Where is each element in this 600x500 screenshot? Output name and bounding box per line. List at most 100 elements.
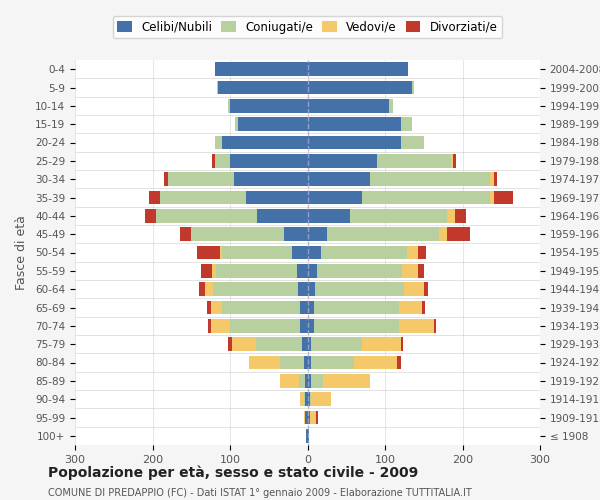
Bar (453, 154, 455, 168)
Bar (200, 264, 212, 278)
Bar (490, 172, 493, 186)
Bar (401, 136, 424, 149)
Bar (399, 300, 422, 314)
Bar (418, 264, 424, 278)
Bar (308, 62, 408, 76)
Bar (305, 374, 308, 388)
Bar (424, 282, 428, 296)
Bar (310, 392, 311, 406)
Bar (298, 264, 308, 278)
Bar (447, 228, 470, 241)
Bar (179, 228, 191, 241)
Bar (389, 99, 393, 112)
Bar (234, 172, 308, 186)
Bar (230, 99, 308, 112)
Bar (308, 136, 401, 149)
Legend: Celibi/Nubili, Coniugati/e, Vedovi/e, Divorziati/e: Celibi/Nubili, Coniugati/e, Vedovi/e, Di… (113, 16, 502, 38)
Bar (218, 80, 308, 94)
Bar (418, 246, 426, 260)
Bar (306, 429, 308, 442)
Bar (308, 246, 322, 260)
Bar (434, 319, 436, 332)
Bar (308, 80, 412, 94)
Bar (302, 338, 308, 351)
Bar (250, 356, 280, 370)
Bar (493, 190, 513, 204)
Bar (311, 356, 354, 370)
Bar (300, 300, 308, 314)
Bar (310, 410, 316, 424)
Bar (220, 246, 222, 260)
Bar (222, 136, 308, 149)
Bar (322, 246, 407, 260)
Bar (308, 209, 350, 222)
Bar (316, 410, 319, 424)
Bar (298, 282, 308, 296)
Bar (315, 282, 404, 296)
Bar (212, 264, 216, 278)
Y-axis label: Fasce di età: Fasce di età (15, 215, 28, 290)
Bar (490, 190, 493, 204)
Bar (149, 190, 160, 204)
Bar (362, 338, 401, 351)
Bar (232, 338, 256, 351)
Bar (308, 338, 311, 351)
Bar (284, 228, 308, 241)
Bar (311, 392, 331, 406)
Bar (230, 319, 300, 332)
Bar (308, 154, 377, 168)
Bar (314, 300, 399, 314)
Bar (308, 118, 401, 131)
Bar (207, 300, 211, 314)
Bar (327, 228, 439, 241)
Bar (308, 282, 315, 296)
Bar (222, 300, 300, 314)
Bar (215, 62, 308, 76)
Bar (308, 410, 310, 424)
Bar (311, 374, 323, 388)
Bar (317, 264, 402, 278)
Bar (412, 80, 415, 94)
Bar (407, 246, 418, 260)
Bar (257, 209, 308, 222)
Bar (213, 282, 298, 296)
Bar (245, 190, 308, 204)
Bar (292, 246, 308, 260)
Bar (308, 429, 309, 442)
Bar (402, 264, 418, 278)
Bar (304, 356, 308, 370)
Bar (451, 154, 453, 168)
Bar (300, 319, 308, 332)
Bar (215, 154, 230, 168)
Bar (350, 209, 447, 222)
Bar (256, 338, 302, 351)
Bar (305, 410, 308, 424)
Bar (308, 392, 310, 406)
Bar (404, 282, 424, 296)
Bar (280, 374, 299, 388)
Bar (308, 374, 311, 388)
Bar (377, 154, 451, 168)
Bar (222, 246, 292, 260)
Bar (439, 228, 447, 241)
Bar (308, 319, 314, 332)
Bar (211, 319, 230, 332)
Bar (217, 80, 218, 94)
Bar (197, 246, 220, 260)
Bar (311, 338, 362, 351)
Bar (238, 118, 308, 131)
Bar (308, 172, 370, 186)
Bar (455, 209, 466, 222)
Bar (168, 172, 234, 186)
Bar (235, 118, 238, 131)
Bar (305, 392, 308, 406)
Bar (304, 410, 305, 424)
Bar (299, 374, 305, 388)
Bar (362, 190, 490, 204)
Bar (229, 99, 230, 112)
Bar (300, 392, 304, 406)
Bar (308, 99, 389, 112)
Bar (401, 338, 403, 351)
Bar (191, 228, 284, 241)
Bar (215, 136, 222, 149)
